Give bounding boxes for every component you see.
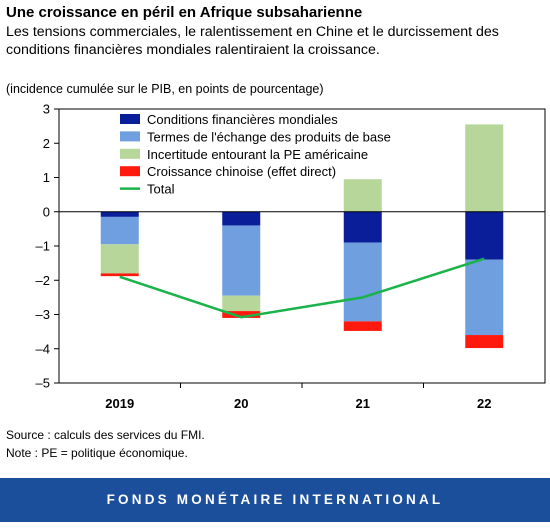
chart-subtitle: Les tensions commerciales, le ralentisse… — [6, 24, 499, 58]
footer-banner: FONDS MONÉTAIRE INTERNATIONAL — [0, 478, 550, 522]
legend-label: Conditions financières mondiales — [147, 112, 338, 127]
bar-segment — [222, 295, 261, 312]
y-tick-label: –3 — [36, 307, 50, 322]
bar-segment — [100, 211, 139, 217]
bar-segment — [222, 211, 261, 226]
x-tick-label: 20 — [234, 396, 248, 411]
legend-label: Termes de l'échange des produits de base — [147, 129, 391, 144]
y-tick-label: 1 — [43, 170, 50, 185]
legend-label: Total — [147, 182, 175, 197]
total-line — [119, 257, 485, 319]
x-tick-label: 22 — [477, 396, 491, 411]
bar-segment — [465, 259, 504, 336]
y-axis-label: (incidence cumulée sur le PIB, en points… — [6, 82, 324, 96]
y-tick-label: 2 — [43, 136, 50, 151]
chart-notes: Source : calculs des services du FMI. No… — [6, 426, 205, 462]
y-tick-label: 0 — [43, 204, 50, 219]
source-note: Source : calculs des services du FMI. — [6, 428, 205, 442]
bar-segment — [343, 242, 382, 322]
bar-segment — [465, 335, 504, 349]
legend-swatch — [120, 148, 140, 159]
bar-segment — [343, 321, 382, 331]
bar-segment — [343, 211, 382, 243]
y-tick-label: –5 — [36, 376, 50, 391]
legend-label: Croissance chinoise (effet direct) — [147, 164, 336, 179]
bar-segment — [100, 244, 139, 274]
bar-segment — [100, 273, 139, 277]
bar-segment — [465, 124, 504, 212]
legend-swatch — [120, 114, 140, 124]
chart-title: Une croissance en péril en Afrique subsa… — [6, 4, 363, 21]
bar-segment — [100, 216, 139, 245]
y-tick-label: –1 — [36, 239, 50, 254]
x-tick-label: 2019 — [105, 396, 134, 411]
legend-swatch — [120, 131, 140, 142]
y-tick-label: –2 — [36, 273, 50, 288]
legend-label: Incertitude entourant la PE américaine — [147, 147, 368, 162]
bar-segment — [465, 211, 504, 260]
footnote: Note : PE = politique économique. — [6, 446, 188, 460]
bar-segment — [343, 179, 382, 212]
legend-swatch — [120, 166, 140, 177]
bar-segment — [222, 225, 261, 296]
bar-segment — [222, 311, 261, 318]
y-tick-label: 3 — [43, 102, 50, 117]
y-tick-label: –4 — [36, 341, 50, 356]
x-tick-label: 21 — [356, 396, 370, 411]
